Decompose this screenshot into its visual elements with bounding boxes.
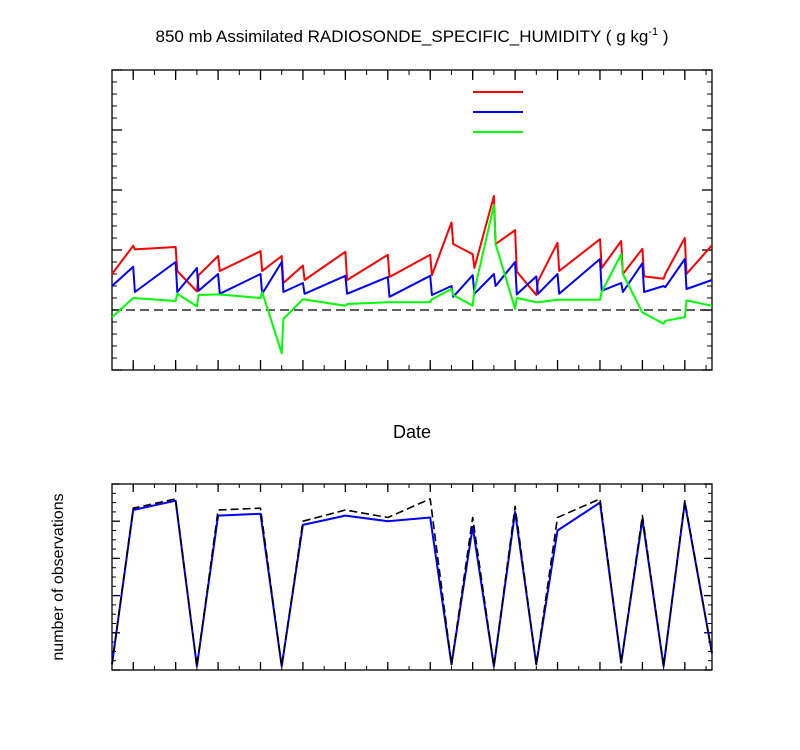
chart-title-main: 850 mb Assimilated RADIOSONDE_SPECIFIC_H… [156,27,649,46]
series-line-possible [111,498,713,668]
chart-title: 850 mb Assimilated RADIOSONDE_SPECIFIC_H… [156,26,669,46]
top-x-axis-label: Date [393,422,431,442]
plot-frame [111,69,713,371]
chart-title-sup: -1 [648,26,658,38]
top-panel [111,69,713,371]
series-line-rmse [111,195,713,296]
bottom-y-axis-label: number of observations [50,493,67,660]
bottom-panel [111,483,713,671]
series-line-assimilated [111,499,713,668]
plot-frame [111,483,713,671]
chart-title-end: ) [658,27,668,46]
series-line-bias-o-f [111,204,713,355]
legend [473,91,523,133]
